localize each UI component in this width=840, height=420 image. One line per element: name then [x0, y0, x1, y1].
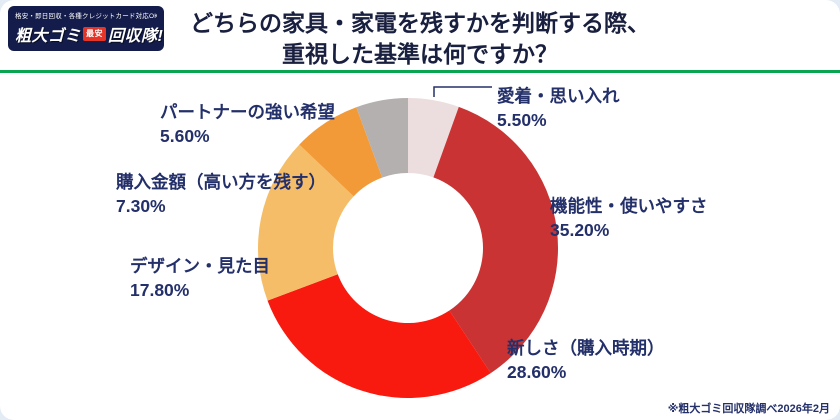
logo-wordmark: 粗大ゴミ 最安 回収隊! — [15, 22, 163, 46]
segment-name: 新しさ（購入時期） — [507, 338, 665, 358]
pie-slice-3 — [258, 144, 354, 301]
segment-pct: 5.50% — [497, 110, 547, 131]
segment-label-partner: パートナーの強い希望 5.60% — [160, 100, 335, 148]
leader-line — [433, 86, 492, 97]
segment-pct: 7.30% — [116, 196, 166, 217]
chart-title-line1: どちらの家具・家電を残すかを判断する際、 — [190, 10, 650, 36]
source-note: ※粗大ゴミ回収隊調べ2026年2月 — [667, 403, 830, 415]
logo-red-badge: 最安 — [83, 27, 107, 41]
segment-pct: 17.80% — [130, 280, 190, 301]
segment-label-design: デザイン・見た目 17.80% — [130, 254, 270, 302]
pie-slice-4 — [299, 107, 383, 197]
segment-pct: 5.60% — [160, 126, 210, 147]
segment-label-kinousei: 機能性・使いやすさ 35.20% — [550, 194, 708, 242]
segment-pct: 35.20% — [550, 220, 610, 241]
green-divider — [0, 70, 840, 73]
pie-slice-5 — [356, 98, 408, 178]
pie-slice-1 — [433, 106, 558, 374]
segment-name: デザイン・見た目 — [130, 256, 270, 276]
segment-name: パートナーの強い希望 — [160, 102, 335, 122]
segment-name: 愛着・思い入れ — [497, 86, 620, 106]
segment-pct: 28.60% — [507, 362, 567, 383]
pie-slice-0 — [408, 98, 459, 178]
segment-label-atarashisa: 新しさ（購入時期） 28.60% — [507, 336, 665, 384]
segment-label-aichaku: 愛着・思い入れ 5.50% — [497, 84, 620, 132]
pie-slice-2 — [267, 274, 491, 398]
chart-title-line2: 重視した基準は何ですか？ — [282, 41, 558, 68]
logo-text-left: 粗大ゴミ — [15, 28, 82, 45]
brand-logo: 格安・即日回収・各種クレジットカード対応OK! 粗大ゴミ 最安 回収隊! — [8, 6, 164, 51]
segment-name: 機能性・使いやすさ — [550, 196, 708, 216]
segment-name: 購入金額（高い方を残す） — [116, 172, 326, 192]
logo-tagline: 格安・即日回収・各種クレジットカード対応OK! — [15, 13, 157, 20]
logo-text-right: 回収隊! — [108, 28, 164, 45]
segment-label-kounyukingaku: 購入金額（高い方を残す） 7.30% — [116, 170, 326, 218]
chart-title: どちらの家具・家電を残すかを判断する際、 重視した基準は何ですか？ — [0, 8, 840, 70]
